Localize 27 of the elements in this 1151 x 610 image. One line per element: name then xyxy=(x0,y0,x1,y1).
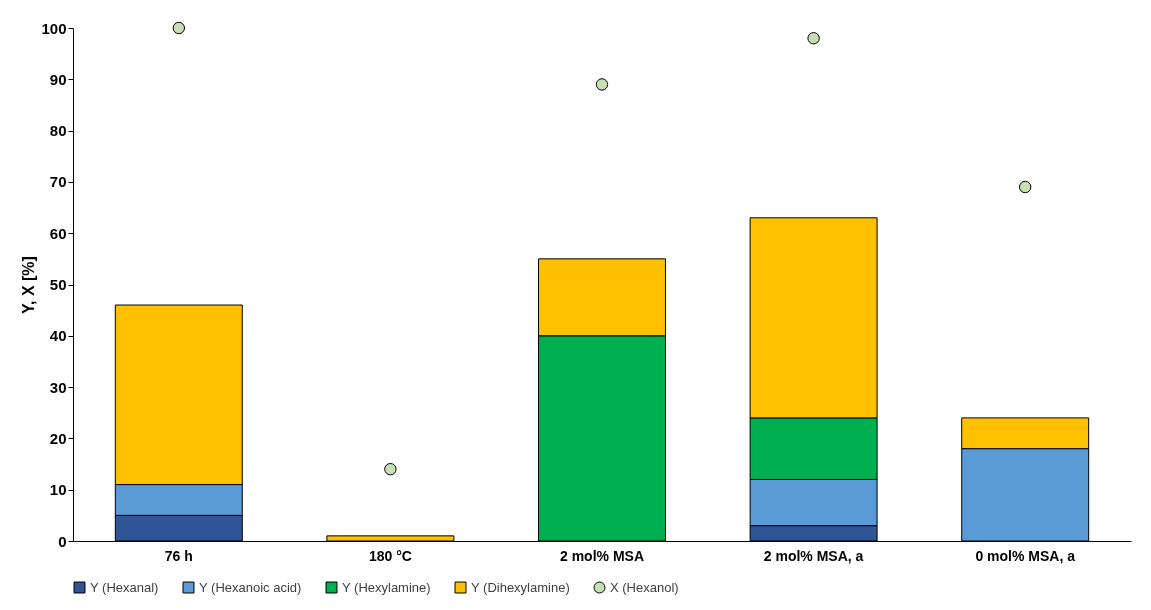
y-tick-label: 80 xyxy=(49,122,67,140)
y-tick-label: 30 xyxy=(49,378,67,396)
x-tick-label: 2 mol% MSA, a xyxy=(763,547,864,564)
y-axis-title: Y, X [%] xyxy=(20,256,38,314)
x-tick-label: 76 h xyxy=(164,547,193,564)
x-tick-label: 180 °C xyxy=(368,547,412,564)
y-tick-label: 70 xyxy=(49,173,67,191)
y-tick-label: 90 xyxy=(49,70,67,88)
y-tick-label: 40 xyxy=(49,327,67,345)
y-tick-label: 10 xyxy=(49,481,67,499)
y-tick-label: 20 xyxy=(49,429,67,447)
legend-label: Y (Hexanoic acid) xyxy=(199,579,302,595)
point xyxy=(172,21,185,35)
point xyxy=(384,462,397,476)
point xyxy=(1019,180,1032,194)
y-tick-label: 0 xyxy=(58,532,67,550)
legend-label: Y (Dihexylamine) xyxy=(471,579,570,595)
point xyxy=(807,32,820,45)
point xyxy=(595,78,609,91)
legend-label: Y (Hexylamine) xyxy=(342,579,431,595)
y-tick-label: 60 xyxy=(49,224,67,242)
y-tick-label: 50 xyxy=(49,276,67,293)
x-tick-label: 0 mol% MSA, a xyxy=(975,547,1076,564)
legend-label: Y (Hexanal) xyxy=(90,579,159,595)
y-tick-label: 100 xyxy=(41,19,67,37)
legend-label: X (Hexanol) xyxy=(610,579,679,595)
x-tick-label: 2 mol% MSA xyxy=(559,547,645,564)
